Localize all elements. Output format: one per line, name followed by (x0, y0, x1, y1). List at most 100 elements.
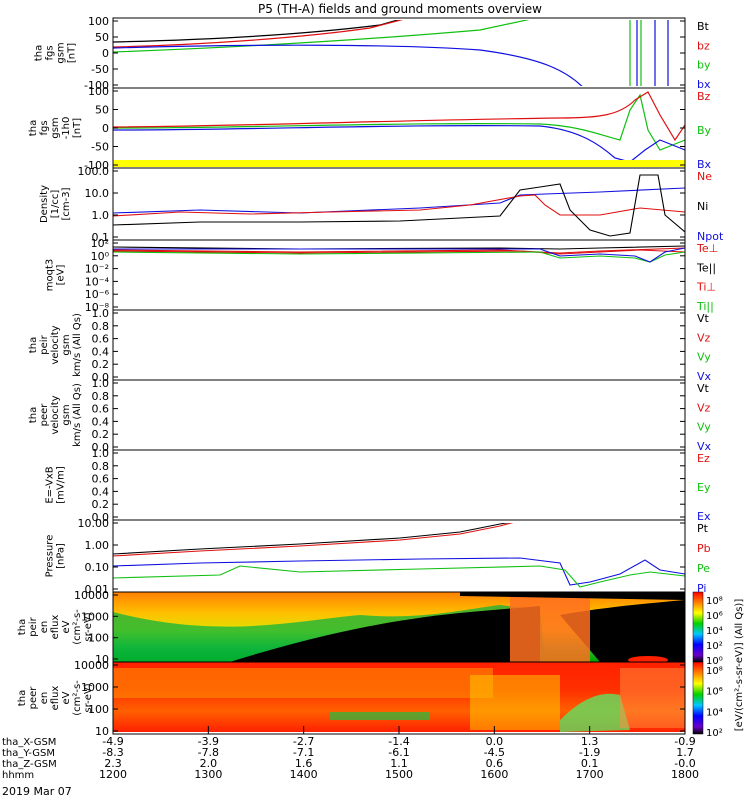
y-axis-label: velocity (50, 395, 61, 434)
y-axis-label: sr-eV) (83, 612, 94, 641)
y-tick-label: 10 (95, 725, 109, 738)
legend-vy: Vy (697, 351, 711, 364)
legend-pt: Pt (697, 522, 709, 535)
x-tick-label: 1200 (99, 768, 127, 781)
x-tick-label: 1700 (576, 768, 604, 781)
yellow-bar (113, 160, 685, 167)
bt-line (113, 20, 400, 43)
pi-line (113, 557, 685, 586)
y-axis-label: eV (61, 691, 72, 704)
x-tick-label: 2.0 (200, 757, 218, 770)
y-axis-label: km/s (All Qs) (72, 313, 83, 377)
y-axis-label: eflux (50, 615, 61, 640)
y-axis-label: eV (61, 620, 72, 633)
y-tick-label: 10.00 (78, 517, 110, 530)
panel-4-traces (113, 245, 685, 263)
y-tick-label: 0.0 (92, 441, 110, 454)
y-tick-label: -50 (91, 141, 109, 154)
y-axis-label: sr-eV) (83, 683, 94, 712)
y-tick-label: 0.4 (92, 485, 110, 498)
y-tick-label: 1.0 (92, 447, 110, 460)
legend-vt: Vt (697, 312, 710, 325)
y-axis-label: peer (39, 403, 50, 427)
panel-frame-5 (112, 309, 686, 381)
y-tick-label: 0.0 (92, 371, 110, 384)
legend-ti: Ti⊥ (696, 281, 716, 294)
x-tick-label: 1400 (290, 768, 318, 781)
colorbar-tick: 10⁰ (706, 656, 723, 667)
legend-vy: Vy (697, 421, 711, 434)
panel-frame-8 (112, 519, 686, 593)
legend-ni: Ni (697, 200, 708, 213)
y-tick-label: 0.2 (92, 358, 110, 371)
y-axis-label: gsm (61, 334, 72, 355)
x-tick-label: -3.9 (198, 735, 219, 748)
colorbar-tick: 10⁸ (706, 596, 723, 607)
plot-title: P5 (TH-A) fields and ground moments over… (258, 2, 542, 16)
legend-te: Te⊥ (696, 242, 718, 255)
panel-frame-1 (112, 17, 686, 89)
y-axis-label: [nT] (72, 118, 83, 138)
y-tick-label: 0.8 (92, 390, 110, 403)
x-tick-label: -1.4 (388, 735, 409, 748)
x-tick-label: -0.9 (674, 735, 695, 748)
legend-pb: Pb (697, 542, 711, 555)
legend-ey: Ey (697, 481, 711, 494)
y-tick-label: 1000 (81, 681, 109, 694)
y-tick-label: 1000 (81, 610, 109, 623)
x-tick-label: 1600 (480, 768, 508, 781)
y-axis-label: tha (17, 619, 28, 635)
panel-frame-7 (112, 449, 686, 521)
x-tick-label: -6.1 (388, 746, 409, 759)
colorbar-tick: 10⁴ (706, 626, 723, 637)
y-tick-label: -100 (84, 79, 109, 92)
legend-ti: Ti|| (696, 300, 714, 313)
y-tick-label: 10 (95, 653, 109, 666)
legend-vx: Vx (697, 440, 712, 453)
y-axis-label: tha (28, 120, 39, 136)
colorbar-tick: 10² (706, 641, 723, 652)
pb-line (113, 523, 514, 557)
legend-by: By (697, 124, 712, 137)
bz-line (113, 20, 404, 48)
y-tick-label: 0.2 (92, 428, 110, 441)
y-tick-label: 10.0 (85, 187, 110, 200)
y-tick-label: 10⁰ (91, 250, 110, 263)
y-axis-label: en (39, 621, 50, 634)
y-tick-label: 0.8 (92, 460, 110, 473)
y-axis-label: en (39, 692, 50, 705)
x-tick-label: 0.1 (581, 757, 599, 770)
legend-te: Te|| (696, 261, 716, 274)
y-tick-label: 100 (88, 15, 109, 28)
bz2-line (113, 91, 685, 142)
panel-8-traces (113, 523, 685, 588)
y-tick-label: 10⁻⁴ (85, 275, 110, 288)
y-tick-label: 0.6 (92, 333, 110, 346)
y-tick-label: 1.00 (85, 539, 110, 552)
spectrogram-electron (113, 662, 685, 732)
legend-vt: Vt (697, 382, 710, 395)
y-axis-label: [nT] (67, 43, 78, 63)
y-axis-label: Pressure (45, 535, 56, 578)
y-axis-label: [cm-3] (61, 187, 72, 220)
legend-pi: Pi (697, 582, 706, 595)
y-axis-label: km/s (All Qs) (72, 383, 83, 447)
y-tick-label: 0 (102, 122, 109, 135)
y-tick-label: 100.0 (78, 165, 110, 178)
y-tick-label: 0.1 (92, 231, 110, 244)
npot-line (113, 187, 685, 214)
y-axis-label: (cm²-s- (72, 609, 83, 645)
colorbar-ion (692, 591, 704, 663)
x-axis-labels: tha_X-GSM -4.9 -3.9 -2.7 -1.4 0.0 1.3 -0.9 tha_Y… (2, 735, 699, 781)
y-tick-label: -100 (84, 159, 109, 172)
x-row-label: tha_Y-GSM (2, 748, 55, 759)
x-tick-label: 1.3 (581, 735, 599, 748)
colorbar-tick: 10⁶ (706, 687, 723, 698)
x-tick-label: 1300 (194, 768, 222, 781)
legend-vx: Vx (697, 370, 712, 383)
legend-pe: Pe (697, 562, 710, 575)
y-axis-label: moqt3 (45, 259, 56, 292)
x-row-label: hhmm (2, 770, 34, 781)
panel-1-traces (113, 20, 669, 86)
